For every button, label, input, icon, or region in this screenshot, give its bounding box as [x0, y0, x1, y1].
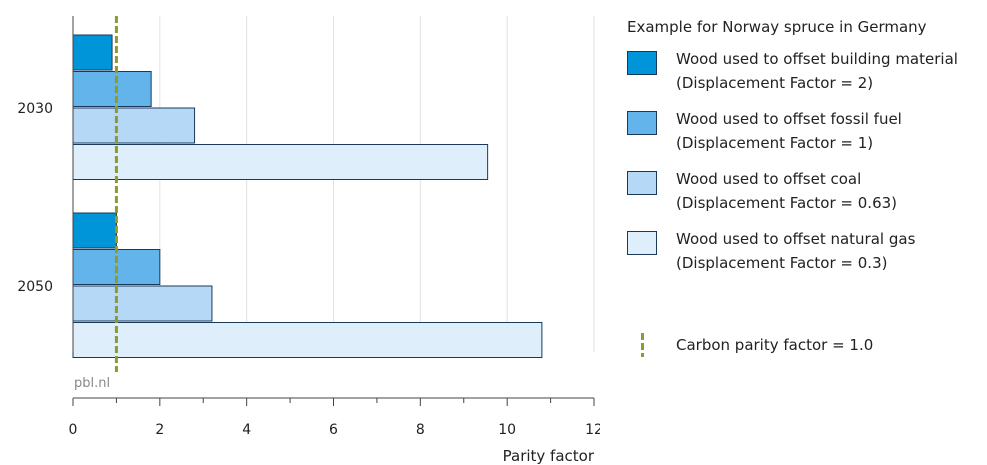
legend-item-fossil-fuel: Wood used to offset fossil fuel (Displac…: [627, 107, 982, 167]
legend-item-coal: Wood used to offset coal (Displacement F…: [627, 167, 982, 227]
legend-swatch: [627, 111, 657, 135]
bar: [73, 108, 195, 143]
bar: [73, 145, 488, 180]
category-labels: 2030 2050: [17, 101, 53, 295]
x-axis-label: Parity factor: [503, 447, 595, 465]
bar: [73, 323, 542, 358]
bar: [73, 213, 116, 248]
category-label: 2050: [17, 279, 53, 295]
bars: [73, 35, 542, 358]
source-label: pbl.nl: [74, 376, 110, 391]
legend-label: Wood used to offset natural gas (Displac…: [676, 227, 915, 275]
x-tick-label: 12: [585, 422, 600, 438]
legend-swatch: [627, 171, 657, 195]
x-tick-label: 6: [329, 422, 338, 438]
bar: [73, 286, 212, 321]
legend-item-building-material: Wood used to offset building material (D…: [627, 47, 982, 107]
x-tick-label: 10: [498, 422, 516, 438]
x-tick-label: 8: [416, 422, 425, 438]
category-label: 2030: [17, 101, 53, 117]
legend: Example for Norway spruce in Germany Woo…: [627, 18, 982, 287]
legend-swatch: [627, 51, 657, 75]
parity-legend-label: Carbon parity factor = 1.0: [676, 333, 873, 357]
bar: [73, 72, 151, 107]
legend-label: Wood used to offset building material (D…: [676, 47, 958, 95]
gridlines: [160, 16, 594, 352]
chart-plot: 2030 2050 pbl.nl 0 2 4 6 8 10 12 Parity factor: [0, 0, 600, 465]
x-tick-label: 4: [242, 422, 251, 438]
x-axis-ticks: 0 2 4 6 8 10 12: [69, 398, 600, 438]
legend-label: Wood used to offset fossil fuel (Displac…: [676, 107, 902, 155]
bar: [73, 35, 112, 70]
x-tick-label: 0: [69, 422, 78, 438]
x-tick-label: 2: [155, 422, 164, 438]
legend-label: Wood used to offset coal (Displacement F…: [676, 167, 897, 215]
dashed-line-icon: [641, 333, 644, 357]
legend-title: Example for Norway spruce in Germany: [627, 18, 982, 36]
legend-item-natural-gas: Wood used to offset natural gas (Displac…: [627, 227, 982, 287]
legend-swatch: [627, 231, 657, 255]
